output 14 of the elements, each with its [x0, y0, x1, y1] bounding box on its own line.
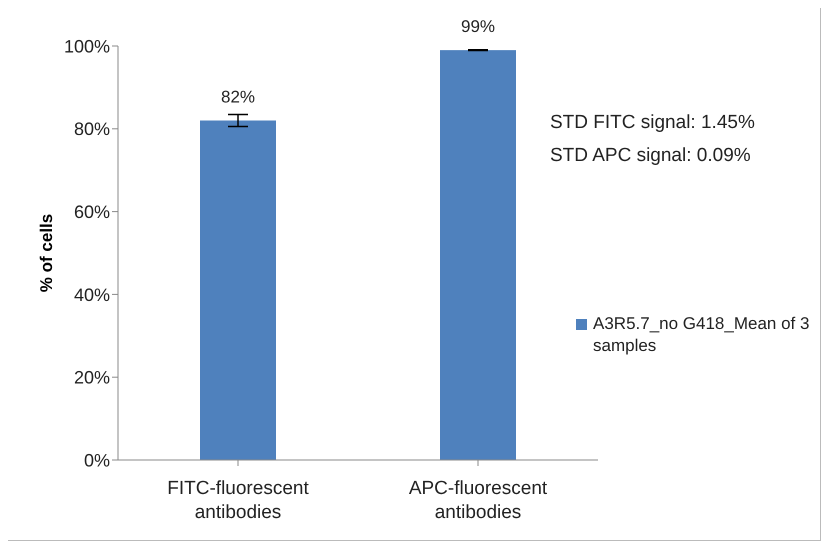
y-tick-label: 80%	[74, 119, 110, 140]
y-tick-label: 60%	[74, 202, 110, 222]
y-tick-label: 0%	[84, 450, 110, 470]
y-axis-title: % of cells	[37, 214, 56, 292]
annotation: STD APC signal: 0.09%	[550, 145, 751, 167]
legend-label: A3R5.7_no G418_Mean of 3 samples	[593, 313, 810, 357]
y-tick-label: 40%	[74, 284, 110, 305]
y-tick-label: 100%	[64, 36, 110, 56]
y-tick-label: 20%	[74, 368, 110, 388]
data-label: 82%	[220, 88, 256, 107]
data-label: 99%	[460, 17, 496, 36]
annotation: STD FITC signal: 1.45%	[550, 112, 755, 134]
x-tick-label: FITC-fluorescent antibodies	[167, 478, 310, 523]
x-tick-label: APC-fluorescent antibodies	[408, 478, 548, 523]
